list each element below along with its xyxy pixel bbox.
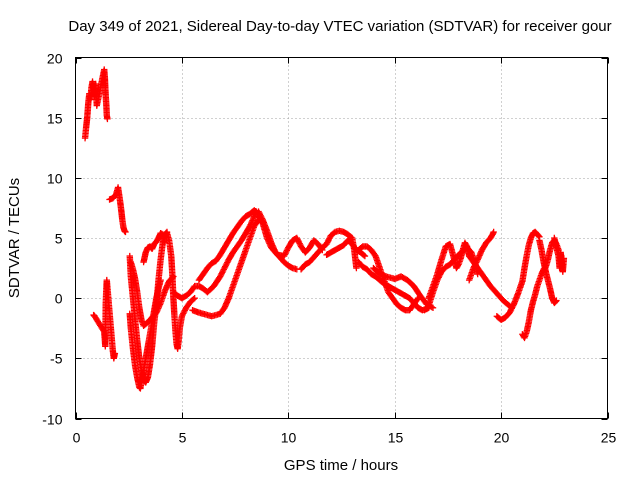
y-tick-label: 0 bbox=[55, 291, 63, 307]
data-point-fill bbox=[535, 232, 542, 240]
data-point-fill bbox=[507, 308, 514, 315]
data-point-fill bbox=[218, 270, 225, 277]
series-mid-m bbox=[355, 258, 432, 314]
series-end-v bbox=[536, 237, 560, 307]
x-tick-label: 20 bbox=[494, 430, 510, 446]
series-late-s bbox=[465, 252, 515, 311]
data-point-fill bbox=[507, 306, 515, 313]
series-fall-j bbox=[255, 213, 326, 260]
data-point-fill bbox=[325, 236, 332, 244]
data-point-fill bbox=[295, 239, 303, 246]
series-early-high bbox=[81, 66, 111, 142]
plot-frame bbox=[75, 57, 608, 419]
x-tick-labels: 0 5 10 15 20 25 bbox=[73, 430, 617, 446]
y-tick-label: 10 bbox=[47, 171, 63, 187]
data-point-fill bbox=[180, 308, 188, 316]
data-point-fill bbox=[509, 303, 516, 311]
axis-ticks bbox=[75, 57, 609, 420]
data-point-fill bbox=[217, 271, 225, 279]
series-rise-h bbox=[189, 216, 262, 320]
series-rise-g bbox=[195, 207, 262, 284]
data-point-fill bbox=[326, 235, 333, 242]
data-point-fill bbox=[324, 239, 331, 246]
data-point bbox=[178, 313, 186, 320]
y-tick-label: 20 bbox=[47, 51, 63, 67]
data-point-fill bbox=[221, 263, 229, 270]
data-marks bbox=[81, 66, 568, 392]
data-point bbox=[506, 309, 513, 316]
data-point bbox=[353, 264, 360, 272]
data-point bbox=[191, 294, 198, 302]
data-point bbox=[560, 255, 568, 262]
data-point-fill bbox=[508, 305, 515, 312]
data-point-fill bbox=[224, 259, 231, 266]
data-point bbox=[104, 115, 111, 123]
data-point bbox=[111, 350, 119, 357]
data-point-fill bbox=[294, 236, 301, 243]
data-point-fill bbox=[282, 250, 289, 257]
data-point bbox=[161, 239, 169, 247]
series-late-q bbox=[425, 239, 473, 302]
data-point-fill bbox=[181, 307, 188, 314]
y-tick-labels: -10 -5 0 5 10 15 20 bbox=[42, 51, 62, 428]
x-tick-label: 25 bbox=[601, 430, 617, 446]
series-bump-d bbox=[140, 229, 169, 266]
x-tick-label: 10 bbox=[281, 430, 297, 446]
y-tick-label: 15 bbox=[47, 111, 63, 127]
data-point-fill bbox=[296, 240, 303, 247]
series-mid-o bbox=[370, 264, 437, 311]
data-point-fill bbox=[219, 269, 226, 276]
series-rise-f bbox=[170, 208, 260, 302]
y-tick-label: -5 bbox=[50, 351, 63, 367]
x-tick-label: 0 bbox=[73, 430, 81, 446]
data-point-fill bbox=[283, 247, 291, 254]
data-point-fill bbox=[295, 237, 302, 245]
series-mid-n bbox=[355, 243, 422, 314]
data-point-fill bbox=[223, 260, 230, 268]
data-point-fill bbox=[360, 251, 368, 259]
data-point bbox=[293, 234, 301, 242]
data-point-fill bbox=[179, 311, 186, 319]
data-point-fill bbox=[180, 310, 187, 317]
data-point-fill bbox=[190, 295, 197, 303]
data-point bbox=[429, 304, 437, 311]
x-tick-label: 15 bbox=[388, 430, 404, 446]
data-point bbox=[490, 228, 497, 236]
data-point-fill bbox=[324, 238, 332, 245]
series-descent bbox=[106, 184, 129, 236]
data-point bbox=[217, 273, 224, 280]
y-tick-label: -10 bbox=[42, 412, 62, 428]
x-axis-title: GPS time / hours bbox=[284, 457, 398, 474]
data-point bbox=[323, 240, 330, 248]
chart-title: Day 349 of 2021, Sidereal Day-to-day VTE… bbox=[68, 18, 611, 35]
data-point bbox=[361, 252, 369, 260]
data-point-fill bbox=[220, 266, 227, 273]
series-end-w bbox=[551, 234, 568, 275]
data-point-fill bbox=[219, 267, 227, 275]
data-point bbox=[553, 297, 560, 304]
series-early-low bbox=[90, 276, 119, 362]
data-point bbox=[122, 228, 129, 236]
data-point bbox=[221, 264, 228, 272]
series-end-t bbox=[493, 228, 543, 324]
y-axis-title: SDTVAR / TECUs bbox=[6, 178, 23, 298]
x-tick-label: 5 bbox=[179, 430, 187, 446]
data-point-fill bbox=[552, 298, 559, 305]
data-point-fill bbox=[222, 262, 230, 269]
data-point bbox=[280, 252, 288, 260]
data-point-fill bbox=[414, 296, 421, 303]
data-point-fill bbox=[281, 251, 288, 258]
y-tick-label: 5 bbox=[55, 231, 63, 247]
data-point-fill bbox=[282, 248, 290, 256]
